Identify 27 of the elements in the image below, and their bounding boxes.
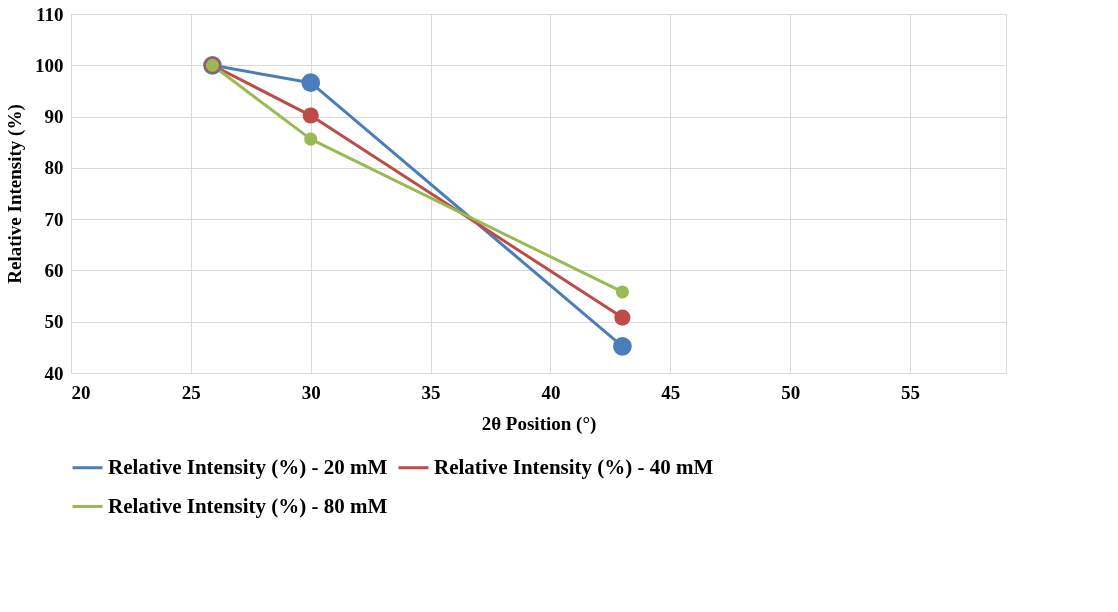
x-tick-label: 30 <box>301 381 321 403</box>
x-tick-label: 20 <box>71 381 91 403</box>
x-tick-label: 45 <box>661 381 681 403</box>
y-tick-label: 110 <box>36 3 64 25</box>
legend-label: Relative Intensity (%) - 40 mM <box>434 454 714 479</box>
x-tick-label: 55 <box>901 381 921 403</box>
y-tick-label: 60 <box>44 259 64 281</box>
point <box>615 285 629 299</box>
y-tick-label: 70 <box>44 208 64 230</box>
y-tick-label: 80 <box>44 157 64 179</box>
x-tick-label: 25 <box>181 381 201 403</box>
legend-label: Relative Intensity (%) - 20 mM <box>108 454 388 479</box>
point <box>304 132 318 146</box>
x-tick-label: 50 <box>781 381 801 403</box>
x-tick-label: 35 <box>421 381 441 403</box>
legend-label: Relative Intensity (%) - 80 mM <box>108 493 388 518</box>
y-tick-label: 100 <box>35 54 64 76</box>
x-tick-label: 40 <box>541 381 561 403</box>
point <box>614 309 631 326</box>
point <box>301 73 321 93</box>
y-axis-title: Relative Intensity (%) <box>4 104 26 284</box>
point <box>613 337 632 356</box>
y-tick-label: 50 <box>44 311 64 333</box>
y-tick-label: 40 <box>44 362 64 384</box>
y-tick-label: 90 <box>44 106 64 128</box>
point <box>302 107 319 124</box>
x-axis-title: 2θ Position (°) <box>481 412 597 435</box>
